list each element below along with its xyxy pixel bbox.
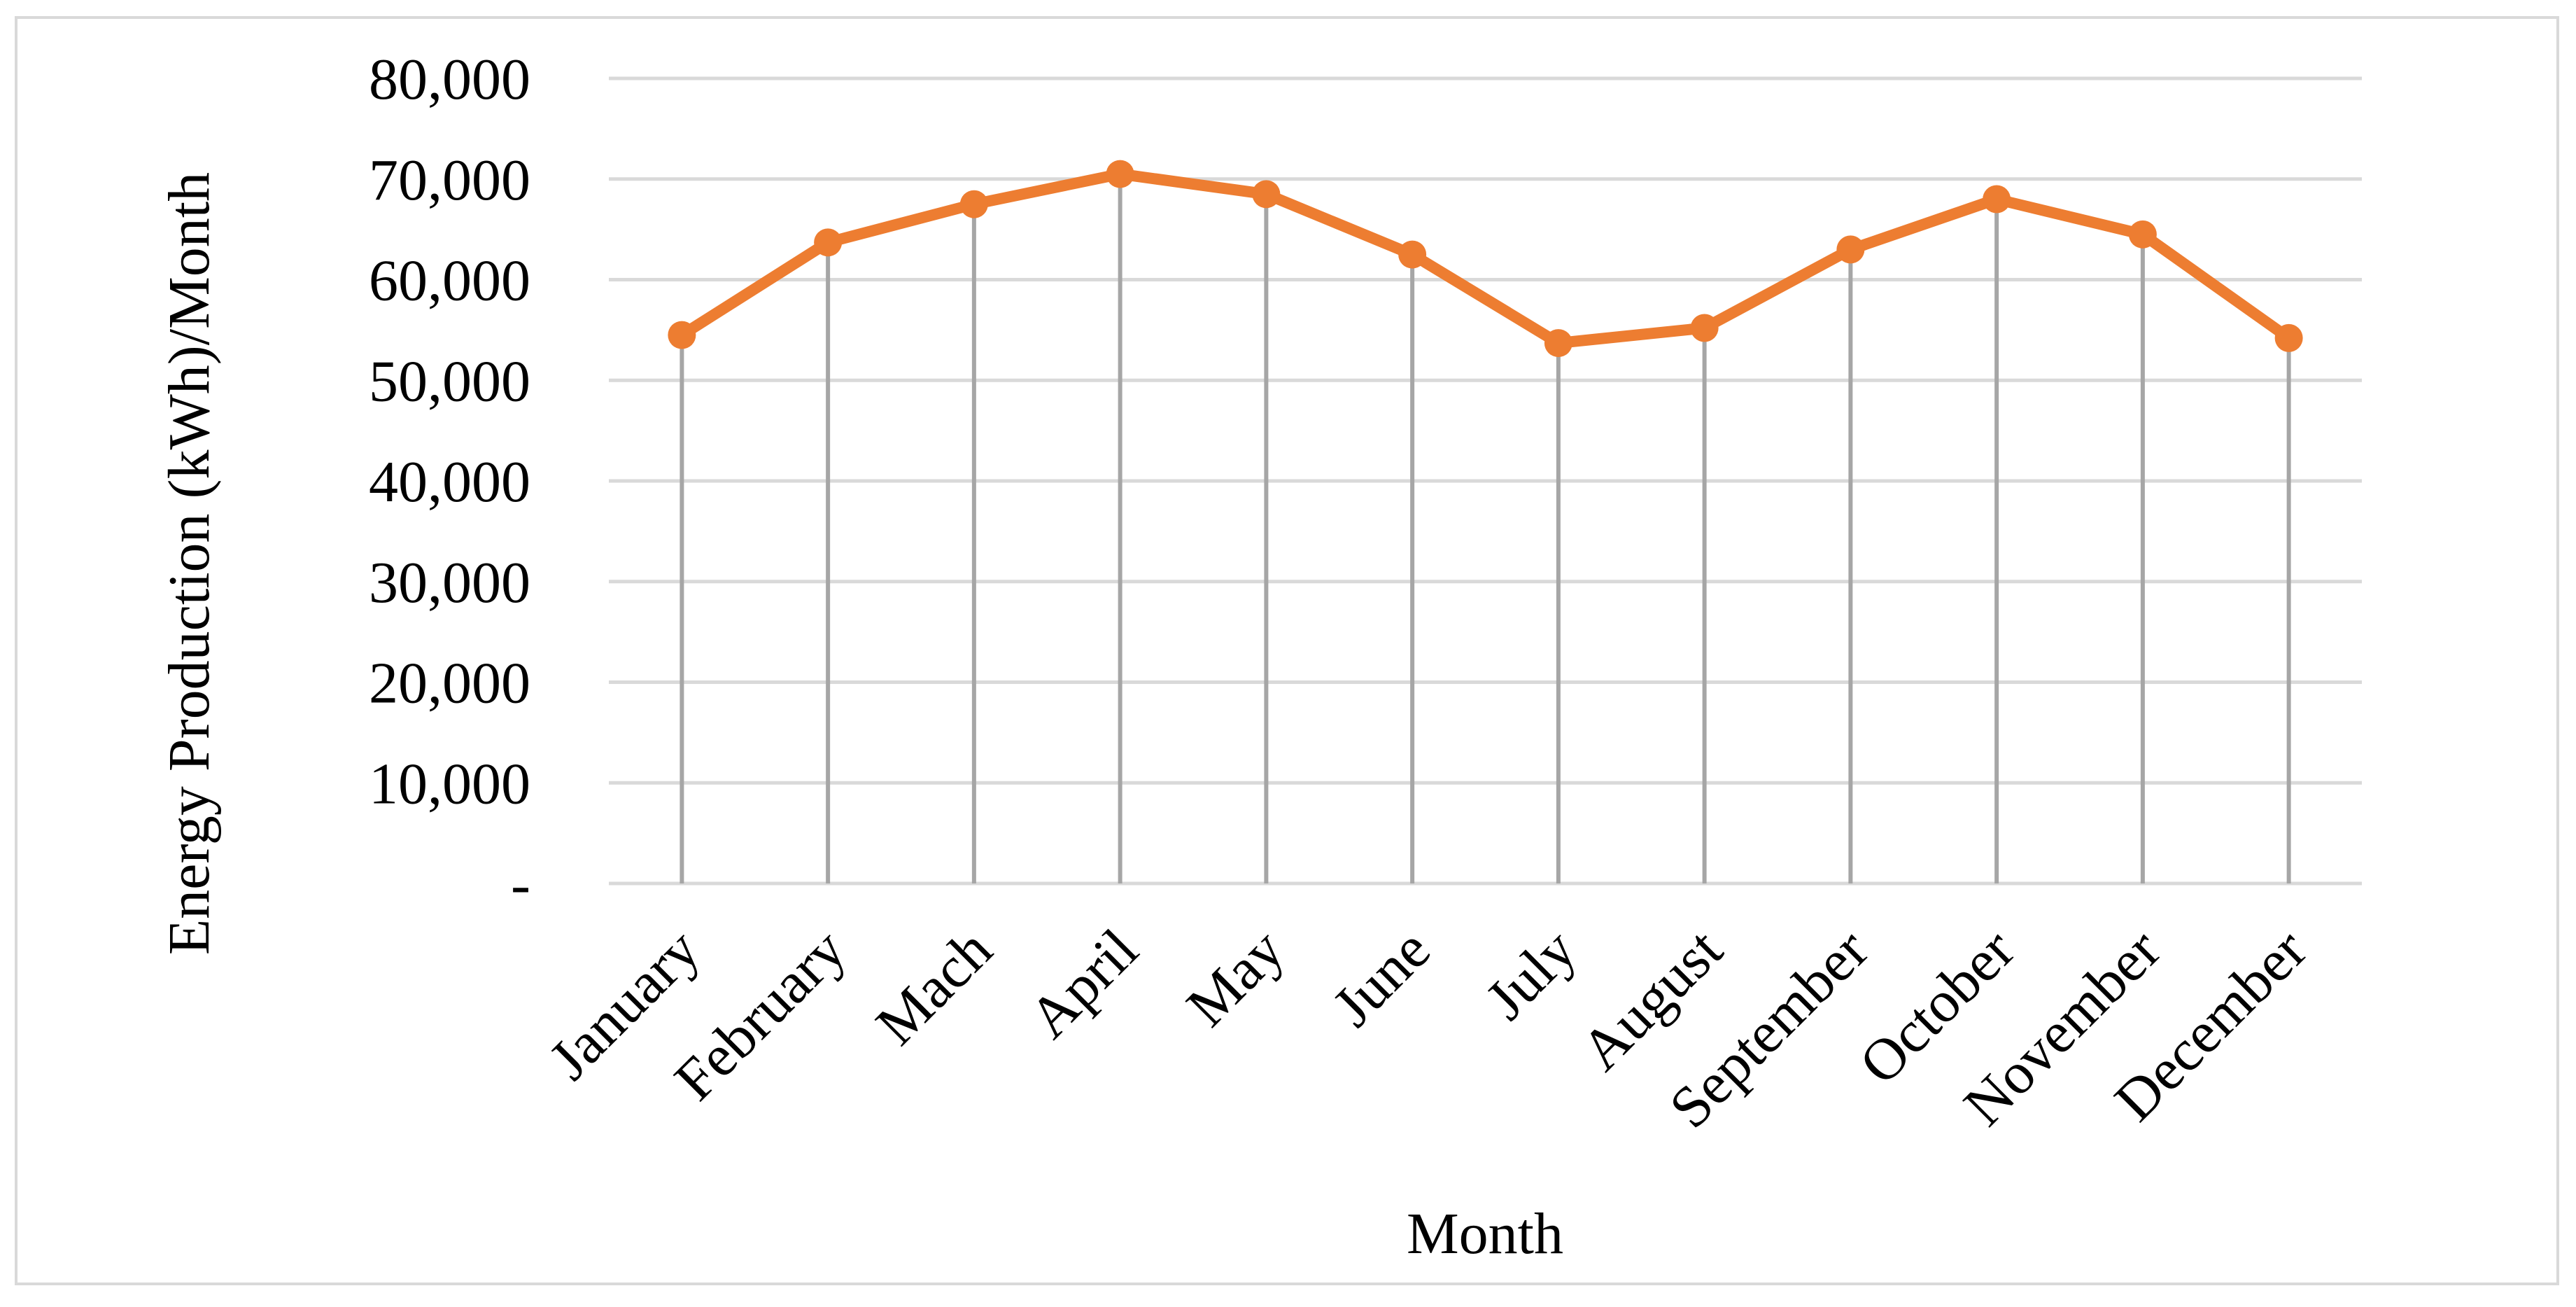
- gridlines: [609, 76, 2362, 886]
- data-point: [814, 228, 843, 257]
- x-tick-label: April: [1017, 917, 1150, 1051]
- y-tick-label: 50,000: [369, 349, 530, 414]
- data-point: [959, 190, 988, 218]
- data-point: [1983, 185, 2011, 214]
- drop-lines: [680, 174, 2291, 883]
- data-point: [1252, 180, 1281, 209]
- y-tick-label: 30,000: [369, 550, 530, 615]
- y-axis-label: Energy Production (kWh)/Month: [157, 172, 222, 955]
- data-point: [1106, 160, 1134, 188]
- data-point: [1690, 314, 1719, 342]
- x-axis-label: Month: [1407, 1201, 1563, 1266]
- y-tick-label: 10,000: [369, 751, 530, 816]
- x-tick-label: June: [1321, 917, 1443, 1040]
- y-tick-label: 60,000: [369, 249, 530, 314]
- series-group: [668, 160, 2303, 358]
- data-point: [2128, 220, 2157, 249]
- y-tick-labels: - 10,000 20,000 30,000 40,000 50,000 60,000 70,…: [369, 47, 530, 917]
- x-tick-label: May: [1174, 917, 1297, 1040]
- data-point: [1836, 235, 1865, 264]
- series-line: [676, 168, 2295, 349]
- y-tick-label: 70,000: [369, 148, 530, 213]
- y-tick-label: 80,000: [369, 47, 530, 112]
- y-tick-label: 40,000: [369, 449, 530, 515]
- x-tick-label: Mach: [864, 917, 1004, 1058]
- y-tick-label: -: [511, 852, 530, 917]
- data-point: [1398, 240, 1427, 269]
- data-point: [668, 321, 696, 349]
- x-tick-label: July: [1474, 917, 1589, 1033]
- data-point: [2274, 323, 2303, 352]
- y-tick-label: 20,000: [369, 651, 530, 716]
- data-point: [1544, 329, 1572, 358]
